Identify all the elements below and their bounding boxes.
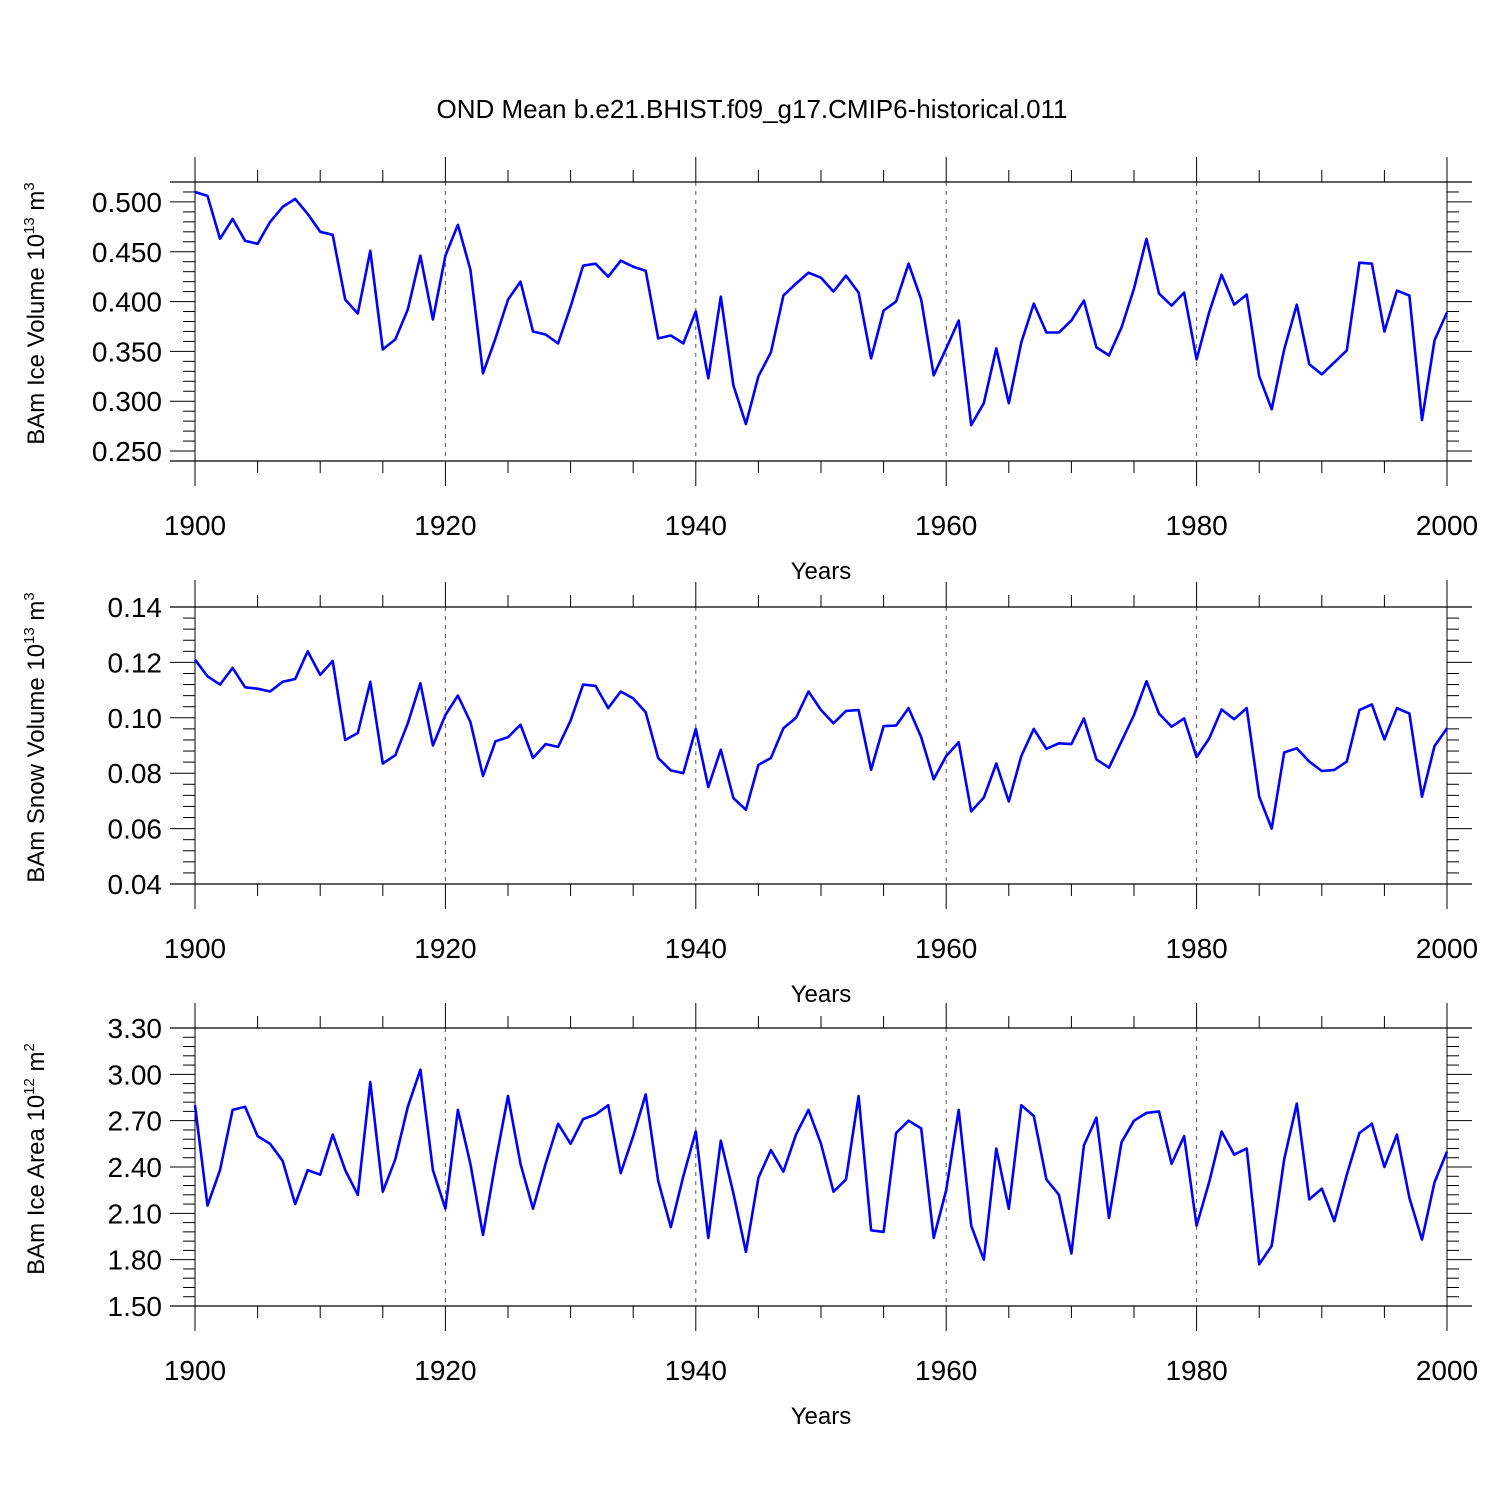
y-tick-label: 0.04 [108,869,163,900]
y-tick-label: 0.400 [92,287,162,318]
chart-panel-ice-area: 1.50 1.80 2.10 2.40 2.70 3.00 3.30 1900 1920 1940… [21,1003,1478,1430]
x-tick-label: 1940 [665,933,727,964]
x-tick-label: 1960 [915,510,977,541]
y-axis-title: BAm Ice Area 1012 m2 [21,1043,50,1275]
y-tick-label: 0.10 [108,703,163,734]
x-axis-title: Years [791,981,852,1008]
x-tick-label: 1980 [1165,1355,1227,1386]
y-tick-label: 1.50 [108,1291,163,1322]
y-tick-label: 0.08 [108,758,163,789]
x-tick-label: 1920 [414,933,476,964]
x-tick-label: 2000 [1416,510,1478,541]
y-tick-label: 1.80 [108,1245,163,1276]
y-tick-label: 2.70 [108,1106,163,1137]
panels: 0.250 0.300 0.350 0.400 0.450 0.500 1900 1920 19… [21,157,1478,1430]
y-axis-title-unit-exponent: 2 [21,1043,38,1051]
y-axis-title-unit-exponent: 3 [21,592,38,600]
y-tick-label: 0.12 [108,647,163,678]
y-axis-title-exponent: 13 [21,627,38,644]
y-tick-label: 0.350 [92,336,162,367]
x-tick-label: 2000 [1416,933,1478,964]
y-axis-title: BAm Snow Volume 1013 m3 [21,592,50,883]
x-tick-label: 1960 [915,1355,977,1386]
y-axis-title-unit: m [23,601,50,628]
x-axis-title: Years [791,558,852,585]
series-line-snow-volume [193,649,1449,830]
x-tick-label: 1980 [1165,933,1227,964]
x-axis-title: Years [791,1403,852,1430]
y-tick-label: 0.250 [92,436,162,467]
x-tick-label: 1940 [665,510,727,541]
y-axis-title-exponent: 13 [21,217,38,234]
y-tick-label: 0.450 [92,237,162,268]
figure-title: OND Mean b.e21.BHIST.f09_g17.CMIP6-histo… [436,94,1067,124]
x-tick-label: 2000 [1416,1355,1478,1386]
y-tick-label: 0.300 [92,386,162,417]
y-axis-title: BAm Ice Volume 1013 m3 [21,182,50,444]
x-tick-label: 1900 [164,510,226,541]
y-tick-label: 0.14 [108,592,163,623]
y-axis-title-unit: m [23,1051,50,1078]
chart-panel-snow-volume: 0.04 0.06 0.08 0.10 0.12 0.14 1900 1920 1940 1960… [21,580,1478,1008]
x-tick-label: 1940 [665,1355,727,1386]
y-tick-label: 3.30 [108,1013,163,1044]
x-tick-label: 1900 [164,1355,226,1386]
y-axis-title-text: BAm Ice Volume 10 [23,234,50,445]
x-tick-label: 1980 [1165,510,1227,541]
x-tick-label: 1920 [414,1355,476,1386]
x-tick-label: 1960 [915,933,977,964]
y-tick-label: 3.00 [108,1059,163,1090]
y-tick-label: 2.10 [108,1198,163,1229]
y-tick-label: 0.500 [92,187,162,218]
y-axis-title-text: BAm Snow Volume 10 [23,644,50,883]
x-tick-label: 1900 [164,933,226,964]
y-tick-label: 0.06 [108,814,163,845]
x-tick-label: 1920 [414,510,476,541]
series-line-ice-area [193,1068,1449,1266]
y-axis-title-unit-exponent: 3 [21,182,38,190]
y-axis-title-exponent: 12 [21,1078,38,1095]
y-tick-label: 2.40 [108,1152,163,1183]
chart-panel-ice-volume: 0.250 0.300 0.350 0.400 0.450 0.500 1900 1920 19… [21,157,1478,585]
series-line-ice-volume [194,190,1449,427]
y-axis-title-text: BAm Ice Area 10 [23,1095,50,1275]
y-axis-title-unit: m [23,191,50,218]
